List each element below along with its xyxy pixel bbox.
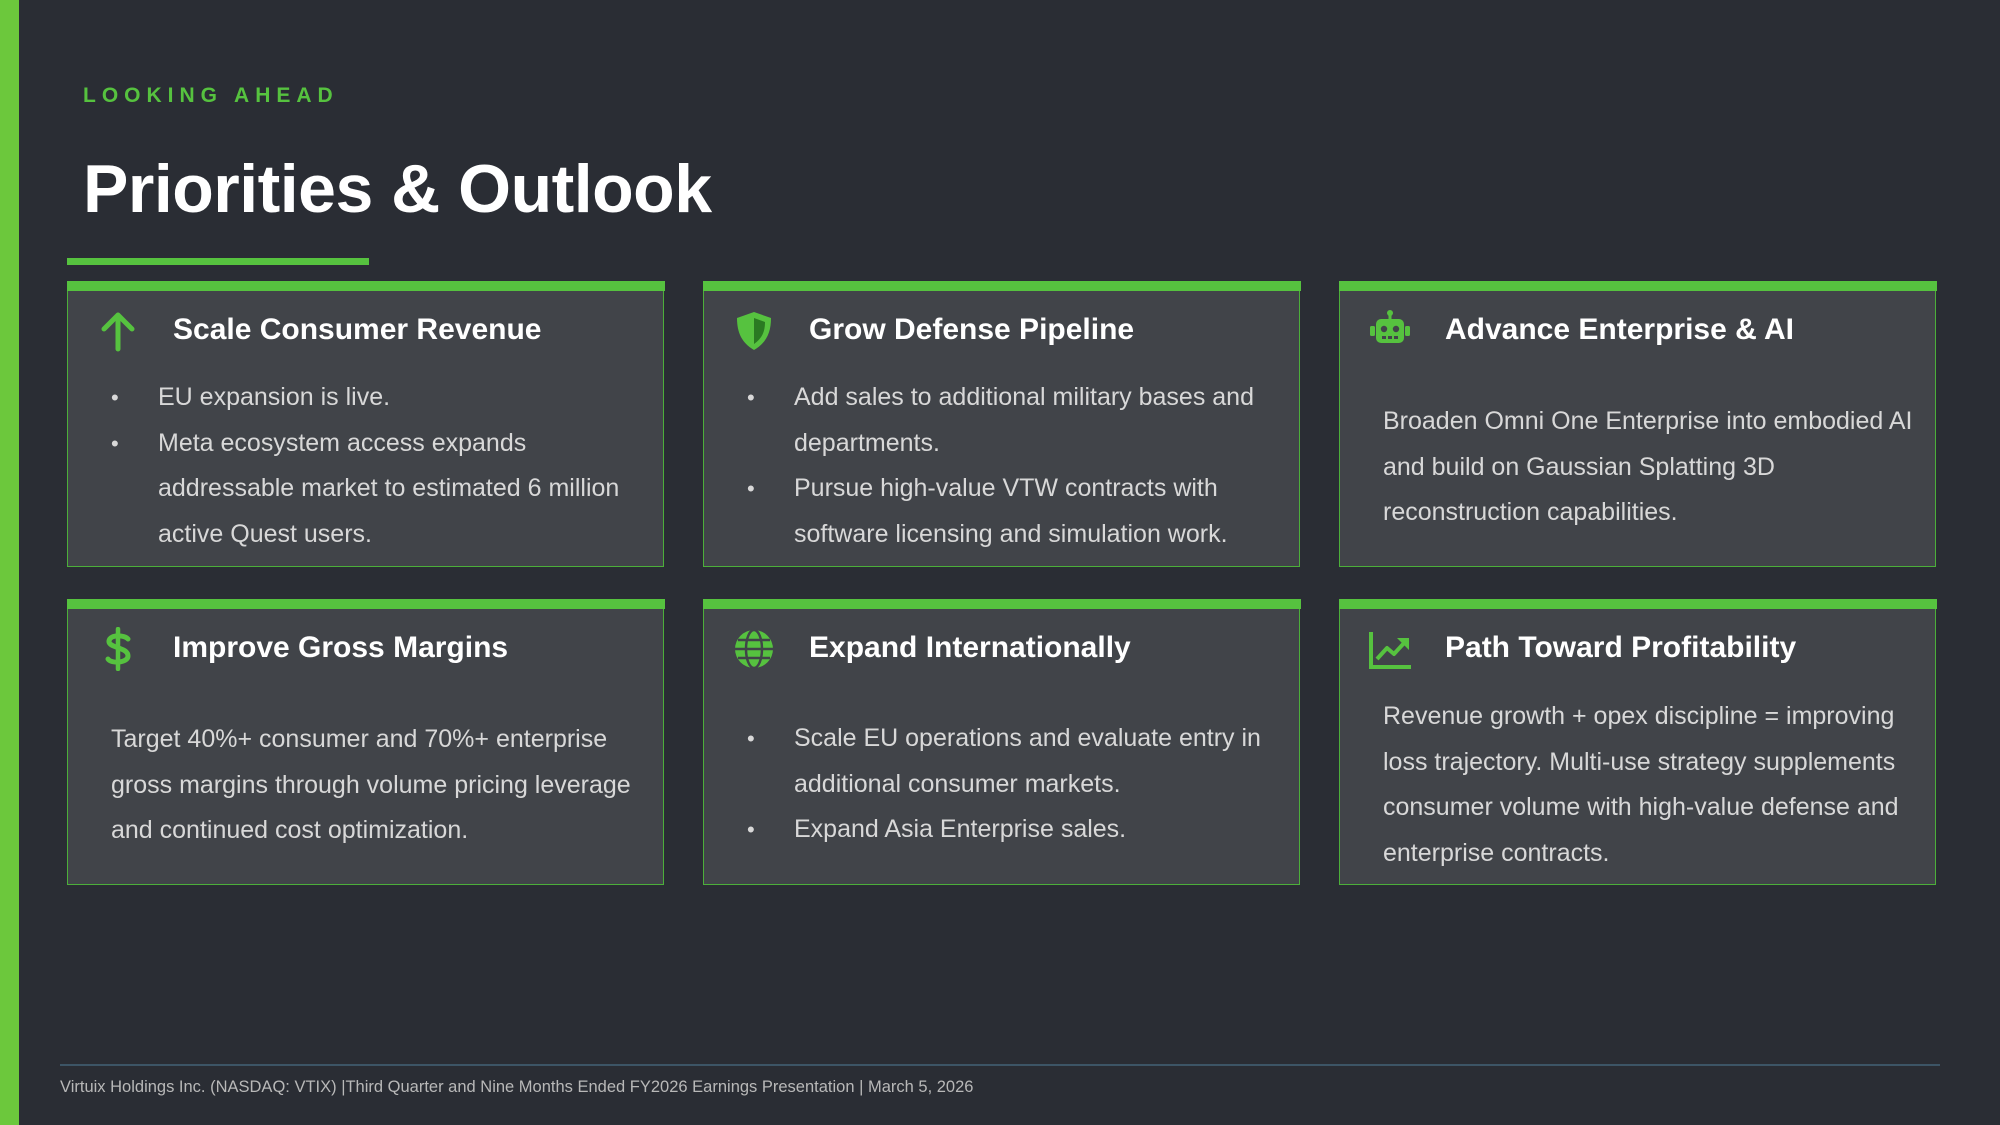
bullet-list: EU expansion is live. Meta ecosystem acc… [68,375,663,557]
card-improve-gross-margins: Improve Gross Margins Target 40%+ consum… [66,599,665,885]
title-underline [67,258,369,265]
card-title: Advance Enterprise & AI [1445,313,1794,346]
card-title: Improve Gross Margins [173,631,509,664]
page-title: Priorities & Outlook [83,151,712,227]
card-scale-consumer-revenue: Scale Consumer Revenue EU expansion is l… [66,281,665,567]
card-body-text: Broaden Omni One Enterprise into embodie… [1383,407,1913,526]
card-title: Scale Consumer Revenue [173,313,542,346]
list-item: EU expansion is live. [68,375,663,421]
card-title: Path Toward Profitability [1445,631,1797,664]
arrow-up-icon [96,309,140,353]
list-item: Expand Asia Enterprise sales. [704,807,1299,853]
card-body-text: Target 40%+ consumer and 70%+ enterprise… [111,725,631,844]
footer-divider [60,1064,1940,1066]
section-kicker: LOOKING AHEAD [83,84,339,107]
card-path-toward-profitability: Path Toward Profitability Revenue growth… [1338,599,1937,885]
card-grow-defense-pipeline: Grow Defense Pipeline Add sales to addit… [702,281,1301,567]
list-item: Pursue high-value VTW contracts with sof… [704,466,1299,557]
card-body-text: Revenue growth + opex discipline = impro… [1383,702,1899,867]
dollar-icon [96,627,140,671]
card-title: Grow Defense Pipeline [809,313,1135,346]
shield-icon [732,309,776,353]
robot-icon [1368,309,1412,353]
card-title: Expand Internationally [809,631,1131,664]
chart-line-up-icon [1368,627,1412,671]
list-item: Scale EU operations and evaluate entry i… [704,716,1299,807]
footer-text: Virtuix Holdings Inc. (NASDAQ: VTIX) |Th… [60,1078,974,1096]
left-accent-bar [0,0,19,1125]
list-item: Add sales to additional military bases a… [704,375,1299,466]
card-expand-internationally: Expand Internationally Scale EU operatio… [702,599,1301,885]
list-item: Meta ecosystem access expands addressabl… [68,421,663,558]
card-advance-enterprise-ai: Advance Enterprise & AI Broaden Omni One… [1338,281,1937,567]
bullet-list: Add sales to additional military bases a… [704,375,1299,557]
bullet-list: Scale EU operations and evaluate entry i… [704,716,1299,853]
globe-icon [732,627,776,671]
